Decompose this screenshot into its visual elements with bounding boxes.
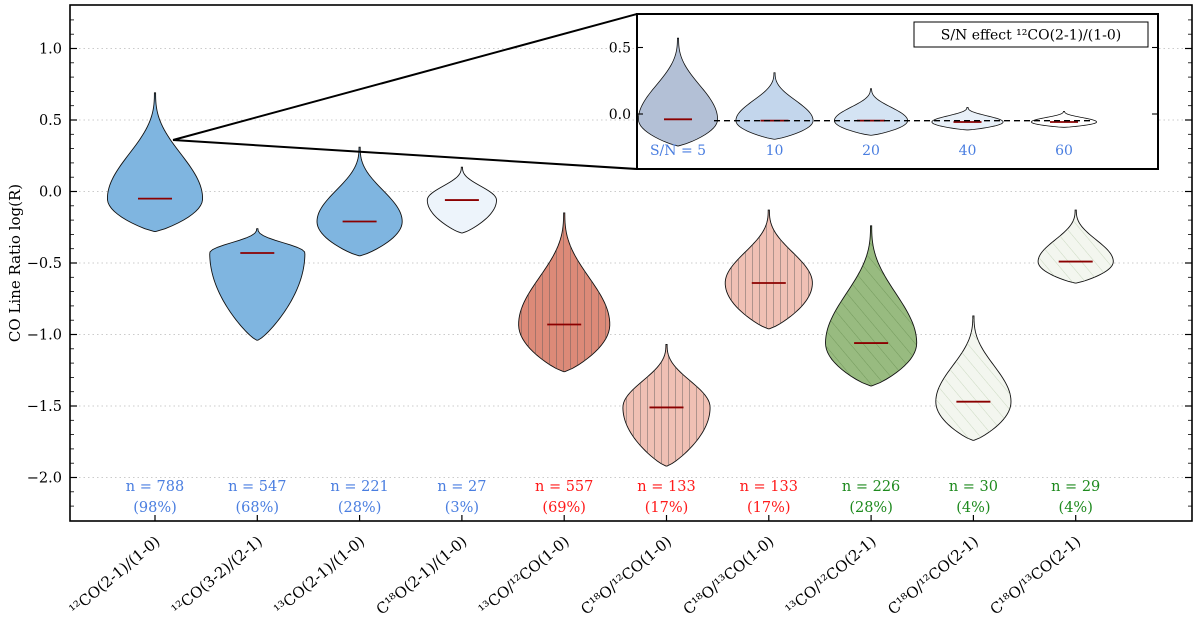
percent-label: (98%) <box>133 500 177 516</box>
count-label: n = 133 <box>740 479 798 495</box>
violin-7 <box>724 209 813 330</box>
violin-6 <box>622 344 711 467</box>
zoom-line-top <box>172 13 638 141</box>
violin-hatch <box>518 212 610 372</box>
count-label: n = 133 <box>637 479 695 495</box>
y-axis-label: CO Line Ratio log(R) <box>6 184 24 342</box>
violin-body <box>316 146 403 257</box>
inset-violin-body <box>833 88 909 136</box>
violin-hatch <box>935 315 1011 441</box>
inset-sn-label: 60 <box>1055 143 1073 159</box>
percent-label: (17%) <box>645 500 689 516</box>
y-tick-label: −1.0 <box>27 328 62 344</box>
y-tick-label: −1.5 <box>27 399 62 415</box>
inset-sn-label: 20 <box>862 143 880 159</box>
inset-violin-body <box>735 72 814 140</box>
inset-sn-label: 40 <box>959 143 977 159</box>
x-tick-label: ¹³CO/¹²CO(2-1) <box>782 532 880 618</box>
inset-violin-1 <box>637 37 719 147</box>
percent-label: (28%) <box>338 500 382 516</box>
inset-violin-body <box>931 106 1004 131</box>
violin-4 <box>426 166 497 234</box>
violin-hatch <box>622 344 711 467</box>
y-tick-label: 0.0 <box>39 185 62 201</box>
count-label: n = 226 <box>842 479 900 495</box>
x-tick-label: C¹⁸O/¹³CO(1-0) <box>680 532 778 618</box>
violin-5 <box>518 212 611 373</box>
violin-hatch <box>1038 210 1114 284</box>
y-axis: 1.0 0.5 0.0 −0.5 −1.0 −1.5 −2.0 <box>27 19 1192 507</box>
violin-3 <box>316 146 403 257</box>
percent-label: (4%) <box>1059 500 1093 516</box>
violin-hatch <box>725 210 813 329</box>
inset-y-tick-label: 0.0 <box>609 107 631 123</box>
zoom-line-bottom <box>172 139 638 170</box>
inset-legend: S/N effect ¹²CO(2-1)/(1-0) <box>913 21 1149 48</box>
violin-body <box>106 92 204 232</box>
inset-frame <box>636 13 1159 170</box>
percent-label: (4%) <box>956 500 990 516</box>
inset-violin-body <box>1030 110 1098 128</box>
violin-body <box>209 228 306 341</box>
x-tick-label: ¹²CO(3-2)/(2-1) <box>168 532 266 618</box>
inset-violin-body <box>637 37 719 147</box>
count-label: n = 547 <box>228 479 286 495</box>
count-label: n = 788 <box>126 479 184 495</box>
y-tick-label: 1.0 <box>39 42 62 58</box>
x-tick-label: ¹²CO(2-1)/(1-0) <box>66 532 164 618</box>
y-tick-label: 0.5 <box>39 113 62 129</box>
count-labels: n = 788 (98%) n = 547 (68%) n = 221 (28%) n = … <box>126 479 1100 516</box>
x-tick-label: C¹⁸O/¹²CO(1-0) <box>577 532 675 618</box>
inset-title-box <box>913 21 1149 48</box>
inset-violin-5 <box>1030 110 1098 128</box>
violin-10 <box>1037 209 1114 284</box>
violin-2 <box>209 228 306 341</box>
y-tick-label: −2.0 <box>27 471 62 487</box>
violin-hatch <box>825 225 917 386</box>
inset-violin-3 <box>833 88 909 136</box>
zoom-connector-lines <box>172 13 638 170</box>
count-label: n = 557 <box>535 479 593 495</box>
x-tick-label: ¹³CO/¹²CO(1-0) <box>475 532 573 618</box>
percent-label: (3%) <box>445 500 479 516</box>
violin-8 <box>825 225 918 387</box>
percent-label: (17%) <box>747 500 791 516</box>
x-axis: ¹²CO(2-1)/(1-0) ¹²CO(3-2)/(2-1) ¹³CO(2-1)/… <box>66 515 1085 618</box>
violin-9 <box>935 315 1012 441</box>
inset-y-axis: 0.5 0.0 <box>609 41 1158 123</box>
inset-violins: S/N = 5 10 20 40 60 <box>637 37 1098 159</box>
violins <box>106 92 1114 467</box>
x-tick-label: ¹³CO(2-1)/(1-0) <box>270 532 368 618</box>
inset-panel: S/N = 5 10 20 40 60 0.5 0.0 S/N effect ¹²CO(2… <box>609 13 1159 170</box>
percent-label: (28%) <box>849 500 893 516</box>
inset-sn-label: 10 <box>766 143 784 159</box>
x-tick-label: C¹⁸O/¹²CO(2-1) <box>884 532 982 618</box>
count-label: n = 221 <box>330 479 388 495</box>
inset-title: S/N effect ¹²CO(2-1)/(1-0) <box>941 28 1122 44</box>
x-tick-label: C¹⁸O/¹³CO(2-1) <box>987 532 1085 618</box>
count-label: n = 27 <box>437 479 486 495</box>
percent-label: (69%) <box>542 500 586 516</box>
count-label: n = 29 <box>1051 479 1100 495</box>
count-label: n = 30 <box>949 479 998 495</box>
x-tick-label: C¹⁸O(2-1)/(1-0) <box>373 532 471 618</box>
violin-1 <box>106 92 204 232</box>
inset-violin-4 <box>931 106 1004 131</box>
percent-label: (68%) <box>236 500 280 516</box>
inset-sn-label: S/N = 5 <box>650 143 706 159</box>
y-tick-label: −0.5 <box>27 256 62 272</box>
inset-y-tick-label: 0.5 <box>609 41 631 57</box>
